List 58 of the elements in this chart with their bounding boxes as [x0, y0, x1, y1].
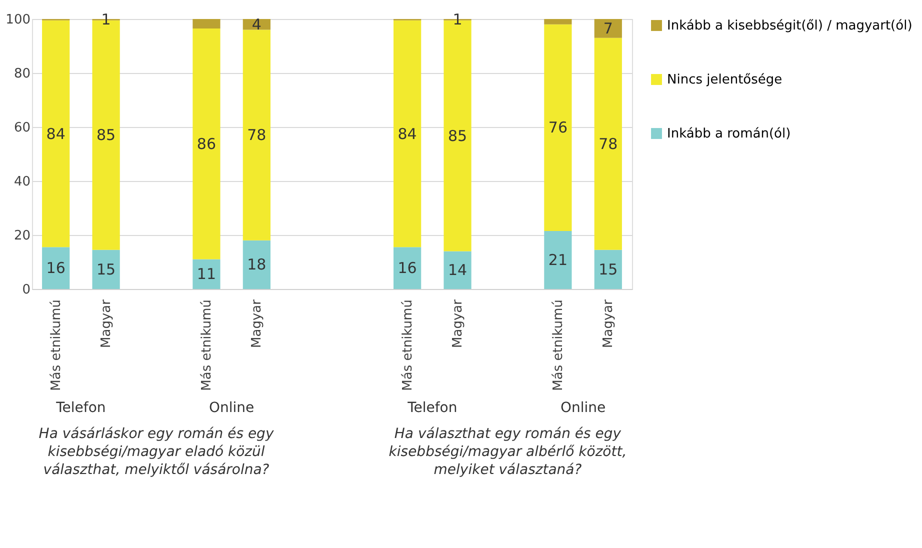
x-tick-label: Más etnikumú — [48, 300, 64, 391]
data-label: 86 — [196, 134, 216, 153]
data-label: 84 — [46, 124, 66, 143]
bar — [192, 259, 220, 289]
data-label: 11 — [196, 265, 216, 284]
y-tick-label: 100 — [6, 12, 30, 28]
x-tick-label: Más etnikumú — [400, 300, 416, 391]
bar — [594, 250, 622, 289]
bar — [192, 19, 220, 28]
bar — [92, 250, 120, 289]
data-label: 15 — [598, 260, 618, 278]
bar — [42, 20, 70, 248]
x-tick-label: Magyar — [450, 298, 466, 348]
y-tick-label: 40 — [14, 174, 30, 190]
y-tick-label: 60 — [14, 120, 30, 136]
data-label: 84 — [398, 124, 417, 143]
text: Ha vásárláskor egy román és egy kisebbségi/magyar eladó közül választhat, melyiktől vásárolna? — [38, 426, 274, 478]
bar — [544, 24, 572, 231]
data-label: 16 — [46, 259, 66, 278]
x-tick-label: Magyar — [601, 298, 616, 348]
data-label: 7 — [603, 19, 613, 38]
x-tick-label: Magyar — [250, 298, 265, 348]
data-label: 16 — [398, 259, 417, 278]
x-tick-label: Más etnikumú — [550, 300, 566, 391]
y-tick-label: 80 — [14, 66, 30, 82]
data-label: 85 — [448, 126, 468, 145]
x-tick-label: Magyar — [99, 298, 114, 348]
legend-label: Inkább a kisebbségit(ől) / magyart(ól) — [667, 18, 912, 34]
bar — [594, 38, 622, 250]
bar — [444, 251, 472, 289]
bar — [192, 28, 220, 260]
data-label: 15 — [96, 260, 116, 278]
bar — [394, 20, 422, 248]
bar — [42, 247, 70, 289]
text: Ha választhat egy román és egy kisebbségi/magyar albérlő között, melyiket választaná? — [388, 426, 627, 478]
bar — [394, 247, 422, 289]
data-label: 18 — [247, 256, 266, 274]
data-label: 78 — [598, 134, 618, 153]
y-tick-label: 0 — [22, 282, 30, 298]
bar — [544, 19, 572, 24]
bar — [544, 230, 572, 289]
text: Online — [560, 400, 606, 416]
legend-label: Nincs jelentősége — [667, 72, 782, 88]
bar — [594, 19, 622, 38]
bar — [242, 240, 270, 289]
x-tick-label: Más etnikumú — [199, 300, 214, 391]
text: Online — [208, 400, 254, 416]
data-label: 21 — [548, 250, 568, 269]
data-label: 4 — [252, 15, 262, 34]
y-tick-label: 20 — [14, 228, 30, 244]
data-label: 14 — [448, 261, 468, 280]
data-label: 76 — [548, 118, 568, 137]
bar — [242, 30, 270, 240]
legend-label: Inkább a román(ól) — [667, 126, 791, 142]
data-label: 78 — [247, 126, 266, 144]
text: Telefon — [406, 400, 458, 416]
data-label: 85 — [96, 126, 116, 144]
text: Telefon — [55, 400, 106, 416]
